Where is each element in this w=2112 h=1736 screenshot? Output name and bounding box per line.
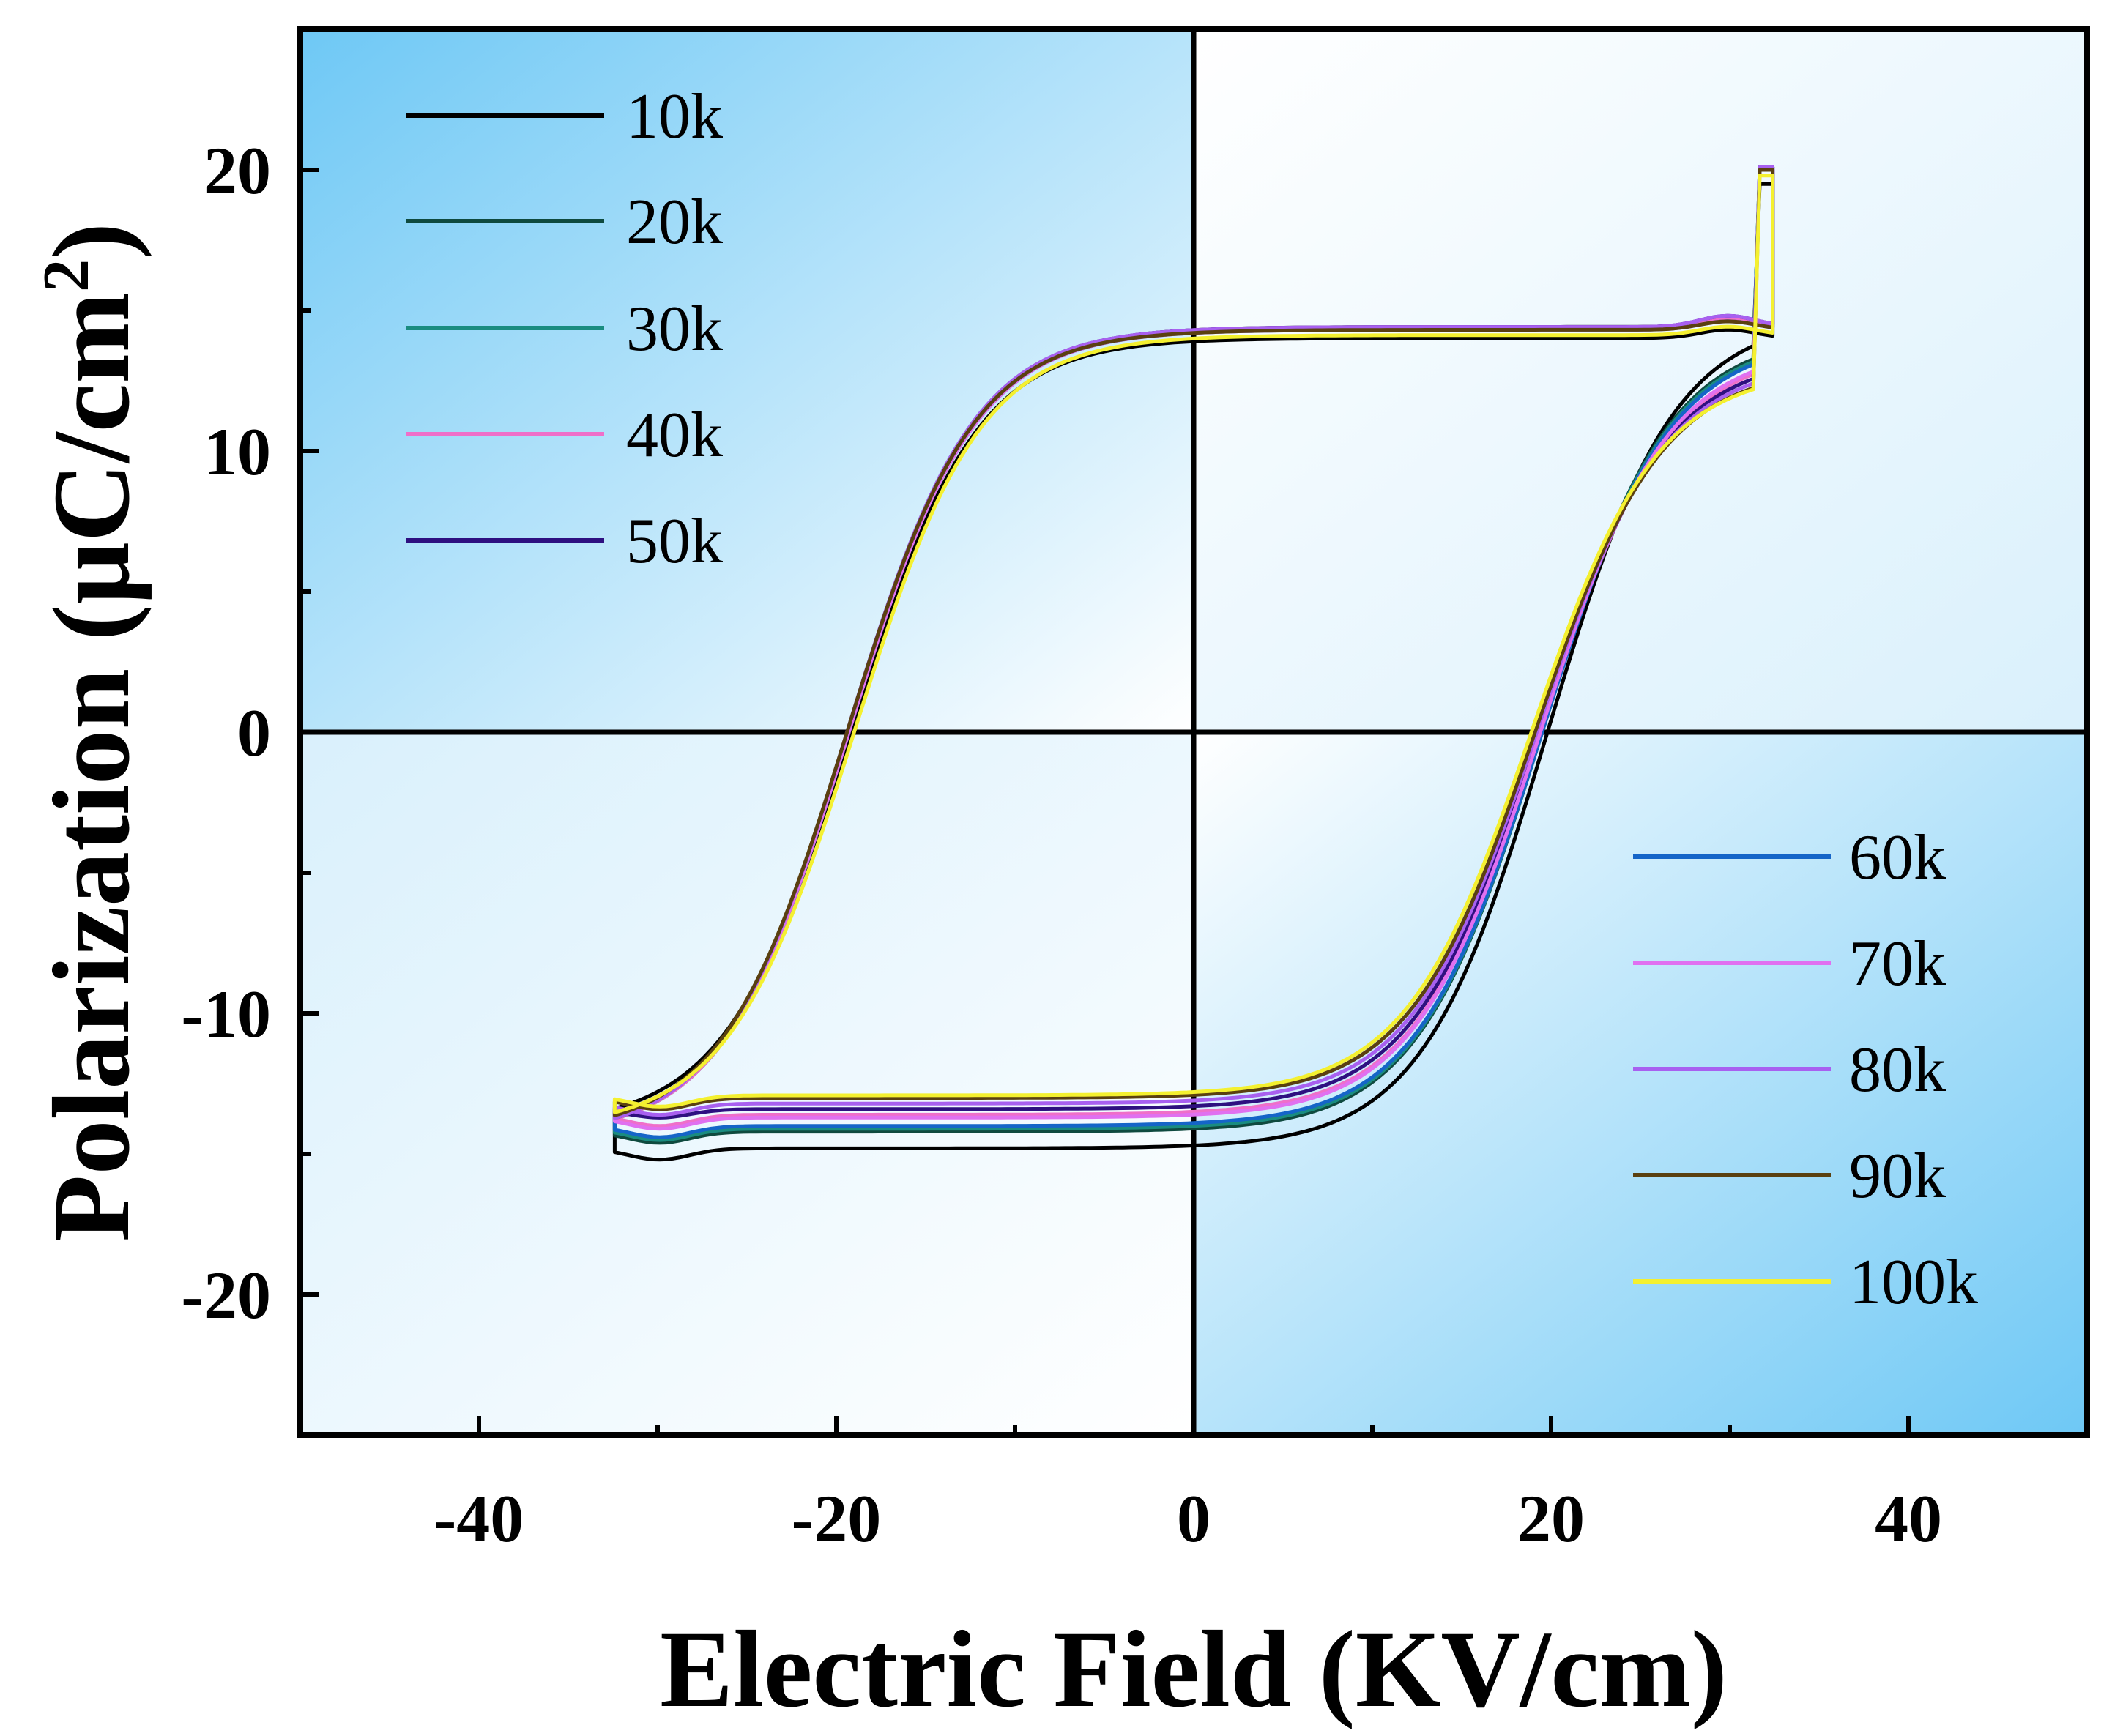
y-tick-label: 10 xyxy=(204,414,271,489)
legend-label: 70k xyxy=(1849,928,1946,999)
y-axis-title-main: Polarization (μC/cm xyxy=(31,292,152,1242)
legend-label: 80k xyxy=(1849,1035,1946,1106)
x-tick-label: 0 xyxy=(1177,1481,1211,1556)
legend-label: 30k xyxy=(626,294,723,365)
bg-quadrant-top-right xyxy=(1194,29,2087,732)
x-tick-label: 20 xyxy=(1517,1481,1585,1556)
x-axis-title: Electric Field (KV/cm) xyxy=(660,1609,1728,1730)
y-axis-title-superscript: 2 xyxy=(30,259,103,292)
ticks-layer xyxy=(300,168,1911,1435)
y-tick-label: 0 xyxy=(237,696,271,770)
legend-label: 100k xyxy=(1849,1247,1978,1318)
legend-bottom-right: 60k 70k 80k 90k 100k xyxy=(1633,822,1978,1318)
y-tick-label: -20 xyxy=(181,1258,271,1333)
x-tick-labels: -40 -20 0 20 40 xyxy=(434,1481,1942,1556)
y-tick-label: -10 xyxy=(181,977,271,1051)
bg-quadrant-top-left xyxy=(300,29,1194,732)
legend-label: 90k xyxy=(1849,1141,1946,1212)
x-tick-label: -20 xyxy=(792,1481,882,1556)
legend-label: 10k xyxy=(626,81,723,152)
series-line-10k xyxy=(612,182,1775,1162)
y-axis-title-close: ) xyxy=(31,223,152,259)
series-line-100k xyxy=(612,174,1775,1114)
bg-quadrant-bottom-left xyxy=(300,732,1194,1435)
legend-label: 40k xyxy=(626,400,723,471)
legend-label: 20k xyxy=(626,187,723,258)
x-tick-label: 40 xyxy=(1875,1481,1942,1556)
x-tick-label: -40 xyxy=(434,1481,524,1556)
y-tick-label: 20 xyxy=(204,133,271,208)
legend-label: 60k xyxy=(1849,822,1946,893)
legend-label: 50k xyxy=(626,506,723,577)
legend-top-left: 10k 20k 30k 40k 50k xyxy=(406,81,723,577)
series-layer xyxy=(612,165,1775,1162)
y-axis-title: Polarization (μC/cm2) xyxy=(30,223,152,1242)
y-tick-labels: -20 -10 0 10 20 xyxy=(181,133,271,1333)
